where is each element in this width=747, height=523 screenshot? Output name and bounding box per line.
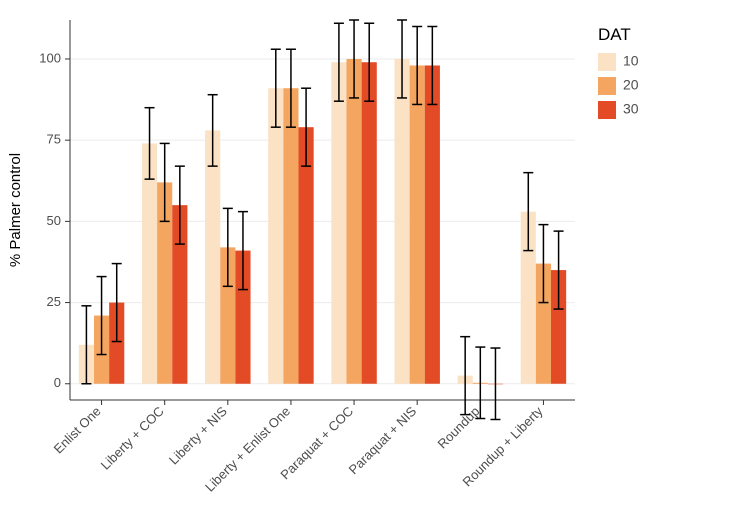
legend-title: DAT	[598, 25, 631, 44]
y-tick-label: 75	[47, 132, 61, 147]
y-axis-title: % Palmer control	[7, 153, 24, 267]
chart-svg: 0255075100% Palmer controlEnlist OneLibe…	[0, 0, 747, 523]
bar	[268, 88, 283, 384]
legend-swatch	[598, 77, 616, 95]
legend-swatch	[598, 53, 616, 71]
legend-label: 30	[623, 101, 639, 117]
legend-label: 20	[623, 77, 639, 93]
bar	[394, 59, 409, 384]
y-tick-label: 50	[47, 213, 61, 228]
chart-container: 0255075100% Palmer controlEnlist OneLibe…	[0, 0, 747, 523]
bar	[205, 130, 220, 383]
y-tick-label: 0	[54, 375, 61, 390]
bar	[425, 65, 440, 383]
bar	[331, 62, 346, 384]
legend-swatch	[598, 101, 616, 119]
bar	[362, 62, 377, 384]
bar	[283, 88, 298, 384]
y-tick-label: 100	[39, 50, 61, 65]
y-tick-label: 25	[47, 294, 61, 309]
legend-label: 10	[623, 53, 639, 69]
bar	[346, 59, 361, 384]
bar	[410, 65, 425, 383]
